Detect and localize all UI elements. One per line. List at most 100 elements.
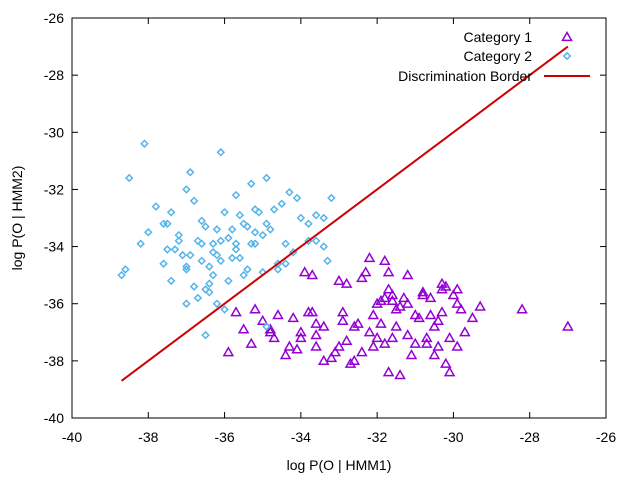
category-1-point bbox=[295, 331, 307, 343]
category-2-point bbox=[281, 239, 290, 248]
y-tick-label: -40 bbox=[44, 410, 64, 426]
y-tick-label: -30 bbox=[44, 124, 64, 140]
category-2-point bbox=[327, 193, 336, 203]
category-2-point bbox=[197, 216, 206, 226]
category-1-point bbox=[451, 340, 464, 351]
category-1-point bbox=[394, 300, 406, 311]
category-1-point bbox=[337, 306, 349, 317]
category-1-point bbox=[436, 283, 448, 294]
category-2-point bbox=[144, 228, 153, 237]
category-1-point bbox=[352, 317, 364, 328]
category-1-point bbox=[237, 323, 250, 334]
category-1-point bbox=[375, 294, 387, 305]
legend-label: Discrimination Border bbox=[398, 68, 532, 84]
category-1-point bbox=[409, 337, 422, 348]
category-1-point bbox=[256, 314, 269, 325]
legend: Category 1 Category 2 Discrimination Borde… bbox=[398, 29, 590, 84]
category-1-point bbox=[306, 269, 319, 280]
category-1-point bbox=[371, 297, 383, 308]
category-1-point bbox=[279, 349, 292, 360]
category-1-point bbox=[390, 320, 403, 331]
category-1-point bbox=[401, 329, 414, 340]
category-1-point bbox=[378, 254, 391, 265]
category-1-point bbox=[420, 331, 433, 343]
category-1-point bbox=[264, 326, 277, 337]
category-2-point bbox=[212, 225, 222, 234]
category-1-point bbox=[451, 297, 464, 308]
category-1-point bbox=[356, 346, 368, 357]
category-1-point bbox=[325, 351, 338, 363]
category-1-point bbox=[382, 366, 395, 377]
category-2-point bbox=[151, 202, 161, 211]
category-2-point bbox=[178, 250, 187, 260]
category-2-point bbox=[208, 248, 218, 257]
category-2-point bbox=[159, 259, 168, 268]
category-1-point bbox=[440, 357, 452, 368]
category-1-point bbox=[291, 343, 303, 354]
y-tick-label: -38 bbox=[44, 353, 64, 369]
category-1-point bbox=[337, 314, 349, 325]
category-2-point bbox=[319, 213, 329, 223]
category-1-point bbox=[447, 289, 460, 300]
category-1-point bbox=[310, 340, 322, 351]
category-1-point bbox=[371, 331, 383, 343]
category-1-point bbox=[432, 314, 444, 325]
category-2-point bbox=[227, 253, 237, 263]
category-1-point bbox=[394, 369, 406, 380]
category-2-point bbox=[231, 190, 241, 200]
category-1-point bbox=[367, 340, 380, 351]
category-2-point bbox=[311, 210, 321, 220]
x-tick-label: -28 bbox=[520, 429, 540, 445]
category-2-point bbox=[273, 265, 283, 274]
category-2-point bbox=[208, 239, 218, 248]
category-1-point bbox=[329, 346, 341, 357]
category-1-point bbox=[424, 291, 437, 303]
category-2-point bbox=[266, 225, 275, 234]
category-1-point bbox=[401, 297, 414, 308]
category-2-point bbox=[231, 245, 241, 254]
category-1-point bbox=[436, 277, 448, 288]
category-2-point bbox=[197, 239, 206, 248]
discrimination-border-line bbox=[120, 45, 569, 382]
category-2-point bbox=[205, 279, 214, 288]
category-1-point bbox=[451, 283, 464, 294]
category-1-point bbox=[317, 354, 330, 365]
category-2-point bbox=[231, 239, 241, 248]
category-2-point bbox=[174, 236, 184, 246]
category-2-point bbox=[285, 188, 294, 197]
category-2-point bbox=[247, 179, 256, 188]
category-2-point bbox=[117, 270, 126, 280]
category-2-point bbox=[247, 239, 256, 248]
x-tick-label: -26 bbox=[596, 429, 616, 445]
category-1-point bbox=[443, 366, 456, 377]
category-2-point bbox=[189, 196, 199, 206]
category-1-point bbox=[295, 326, 307, 337]
category-1-point bbox=[436, 306, 448, 317]
category-1-point bbox=[310, 317, 322, 328]
category-1-point bbox=[516, 303, 528, 314]
x-tick-label: -36 bbox=[214, 429, 234, 445]
category-2-point bbox=[140, 139, 149, 148]
category-1-point bbox=[363, 251, 376, 263]
category-1-point bbox=[424, 309, 437, 320]
category-2-point bbox=[250, 228, 260, 237]
category-1-point bbox=[348, 354, 361, 365]
legend-label: Category 1 bbox=[464, 29, 533, 45]
y-tick-label: -26 bbox=[44, 10, 64, 26]
legend-label: Category 2 bbox=[464, 48, 533, 64]
category-2-point bbox=[281, 259, 290, 268]
category-1-point bbox=[409, 309, 422, 320]
plot-frame bbox=[71, 17, 607, 419]
category-2-point bbox=[216, 236, 226, 246]
category-1-point bbox=[459, 326, 471, 337]
category-2-point bbox=[182, 299, 191, 308]
x-tick-label: -30 bbox=[443, 429, 463, 445]
series-discrimination-border bbox=[120, 45, 569, 382]
category-2-point bbox=[182, 185, 191, 194]
category-1-point bbox=[363, 326, 376, 337]
category-1-point bbox=[398, 291, 410, 303]
category-1-point bbox=[367, 309, 380, 320]
category-1-point bbox=[417, 286, 429, 297]
category-2-point bbox=[208, 270, 218, 280]
series-category-1 bbox=[222, 251, 574, 380]
